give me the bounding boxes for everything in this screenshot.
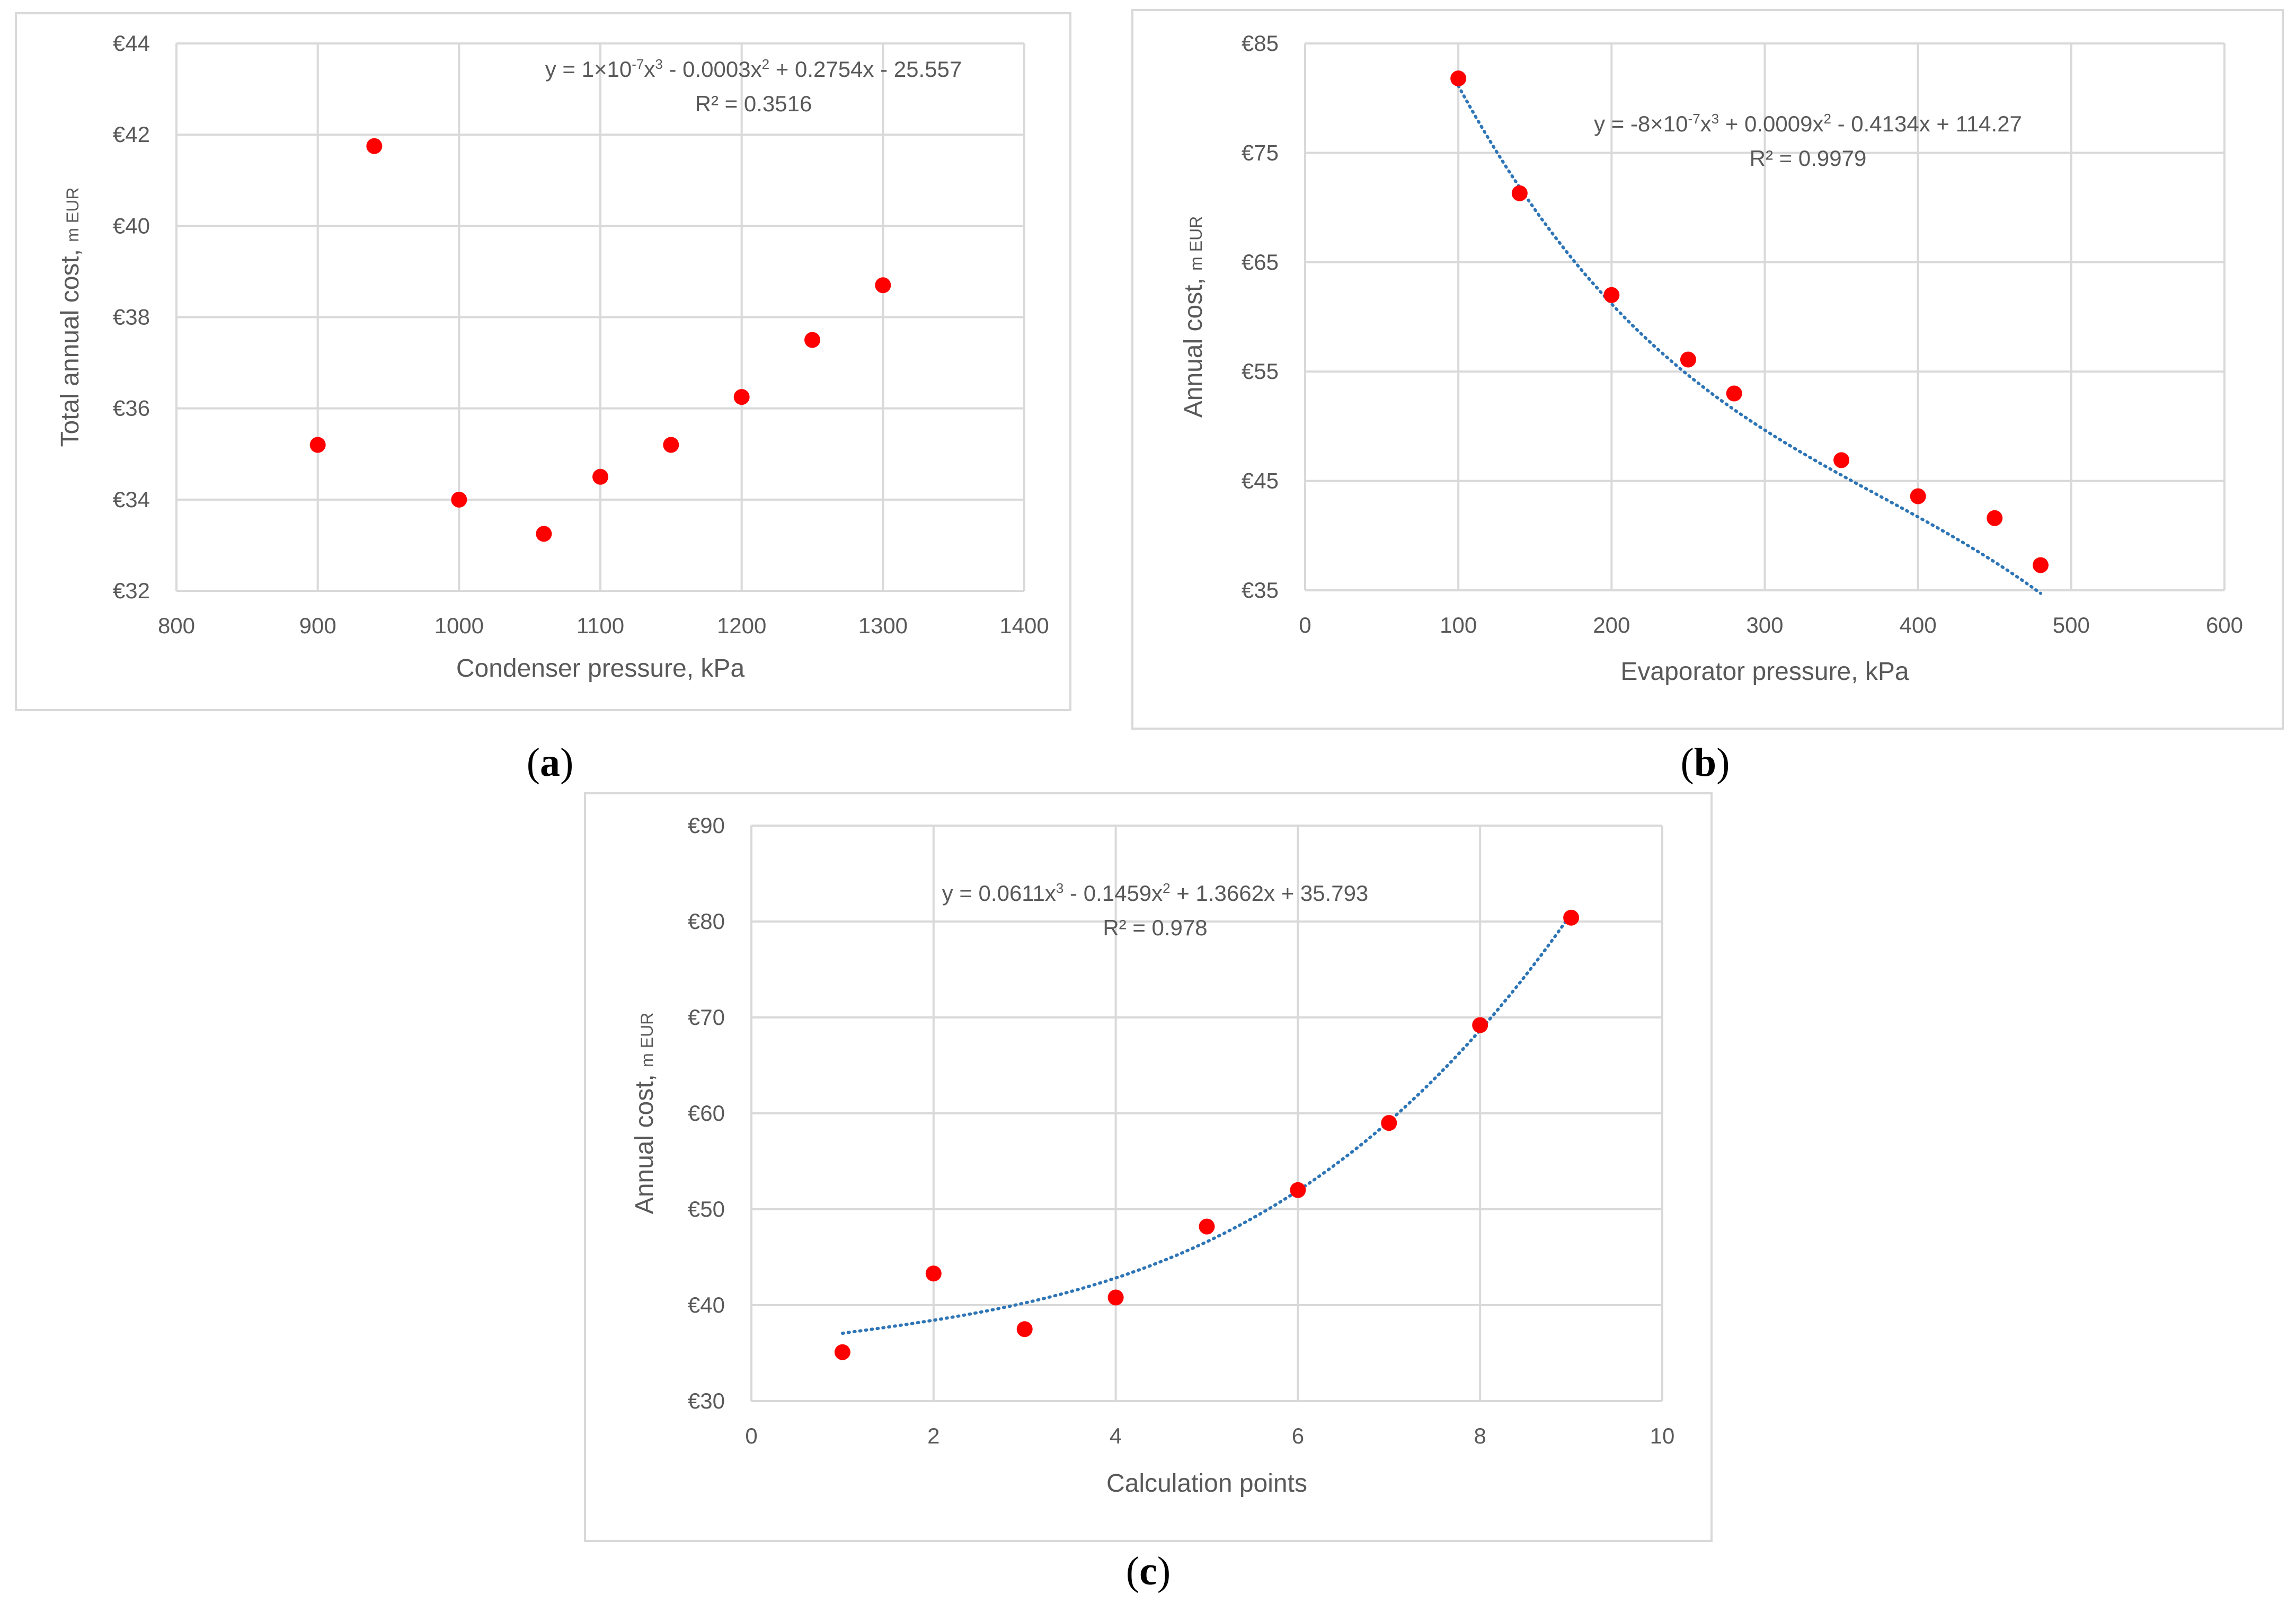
x-tick-label: 200: [1593, 613, 1630, 637]
x-axis-title: Condenser pressure, kPa: [456, 654, 745, 683]
data-point-3: [1603, 287, 1620, 303]
x-tick-label: 500: [2053, 613, 2090, 637]
y-tick-label: €80: [688, 909, 725, 934]
data-point-2: [925, 1265, 942, 1282]
data-point-7: [1381, 1115, 1397, 1131]
data-point-8: [804, 332, 820, 348]
y-axis-title: Annual cost, m EUR: [1180, 216, 1208, 418]
x-tick-label: 100: [1440, 613, 1477, 637]
data-point-5: [592, 468, 608, 485]
y-tick-label: €70: [688, 1005, 725, 1030]
data-point-9: [2033, 557, 2049, 573]
data-point-8: [1472, 1017, 1488, 1033]
x-tick-label: 4: [1110, 1423, 1122, 1448]
y-tick-label: €32: [113, 578, 150, 603]
y-tick-label: €44: [113, 31, 150, 56]
y-tick-label: €55: [1242, 359, 1279, 384]
panel-label-b: (b): [1681, 740, 1730, 785]
y-tick-label: €34: [113, 487, 150, 512]
x-tick-label: 400: [1900, 613, 1937, 637]
y-tick-label: €40: [113, 213, 150, 238]
y-tick-label: €50: [688, 1197, 725, 1221]
y-tick-label: €35: [1242, 578, 1279, 603]
trendline-equation: y = 1×10-7x3 - 0.0003x2 + 0.2754x - 25.5…: [545, 56, 962, 82]
data-point-4: [1680, 351, 1696, 368]
chart-frame: [584, 792, 1713, 1542]
data-point-9: [875, 277, 891, 294]
chart-b: €35 €45 €55 €65 €75 €85 0 100 200 300 400 500 600 Eva…: [1131, 9, 2284, 730]
r-squared-label: R² = 0.978: [1103, 915, 1207, 940]
y-tick-label: €90: [688, 813, 725, 838]
r-squared-label: R² = 0.3516: [695, 91, 812, 116]
y-axis-title: Annual cost, m EUR: [631, 1013, 659, 1215]
r-squared-label: R² = 0.9979: [1750, 146, 1867, 171]
x-tick-label: 800: [158, 613, 195, 638]
panel-label-a: (a): [527, 740, 574, 785]
data-point-6: [1833, 452, 1850, 468]
data-point-2: [366, 138, 383, 154]
chart-a: €32 €34 €36 €38 €40 €42 €44 800 900 1000 1100 1200 1…: [15, 12, 1071, 711]
data-point-9: [1563, 909, 1580, 926]
data-point-6: [663, 437, 679, 453]
data-point-5: [1199, 1218, 1215, 1235]
x-tick-label: 1400: [999, 613, 1049, 638]
data-point-7: [733, 389, 750, 405]
data-point-7: [1910, 488, 1926, 504]
panel-label-c: (c): [1126, 1549, 1171, 1593]
x-tick-label: 600: [2206, 613, 2243, 637]
x-tick-label: 10: [1650, 1423, 1675, 1448]
x-tick-label: 1300: [858, 613, 908, 638]
trendline: [1457, 84, 2042, 595]
data-point-4: [536, 526, 552, 542]
x-tick-label: 6: [1292, 1423, 1304, 1448]
data-point-3: [1016, 1321, 1033, 1338]
chart-frame: [1131, 9, 2284, 730]
y-tick-label: €42: [113, 122, 150, 147]
trendline: [840, 912, 1573, 1335]
y-tick-label: €65: [1242, 250, 1279, 274]
trendline-equation: y = 0.0611x3 - 0.1459x2 + 1.3662x + 35.7…: [942, 880, 1369, 906]
y-tick-label: €30: [688, 1388, 725, 1413]
chart-c: €30 €40 €50 €60 €70 €80 €90 0 2 4 6 8 10 Calculation …: [584, 792, 1713, 1542]
y-tick-label: €36: [113, 396, 150, 421]
x-tick-label: 1200: [717, 613, 766, 638]
x-tick-label: 1100: [577, 613, 624, 638]
x-tick-label: 2: [927, 1423, 939, 1448]
data-point-1: [1450, 70, 1467, 87]
x-tick-label: 0: [745, 1423, 757, 1448]
x-tick-label: 0: [1299, 613, 1311, 637]
y-tick-label: €75: [1242, 140, 1279, 165]
y-tick-label: €60: [688, 1101, 725, 1126]
data-point-8: [1987, 510, 2003, 526]
y-tick-label: €85: [1242, 31, 1279, 56]
data-point-4: [1107, 1289, 1124, 1306]
data-point-5: [1726, 385, 1742, 402]
y-tick-label: €38: [113, 305, 150, 330]
y-tick-label: €45: [1242, 468, 1279, 493]
x-axis-title: Evaporator pressure, kPa: [1620, 658, 1909, 686]
data-point-2: [1511, 185, 1528, 201]
chart-frame: [15, 12, 1071, 711]
x-tick-label: 900: [299, 613, 336, 638]
y-tick-label: €40: [688, 1292, 725, 1317]
x-axis-title: Calculation points: [1106, 1469, 1307, 1498]
x-tick-label: 8: [1474, 1423, 1486, 1448]
data-point-3: [451, 491, 467, 508]
x-tick-label: 300: [1746, 613, 1783, 637]
data-point-6: [1290, 1182, 1306, 1198]
data-point-1: [309, 437, 326, 453]
x-tick-label: 1000: [435, 613, 484, 638]
y-axis-title: Total annual cost, m EUR: [56, 187, 84, 447]
trendline-equation: y = -8×10-7x3 + 0.0009x2 - 0.4134x + 114…: [1594, 111, 2022, 136]
data-point-1: [834, 1344, 850, 1360]
